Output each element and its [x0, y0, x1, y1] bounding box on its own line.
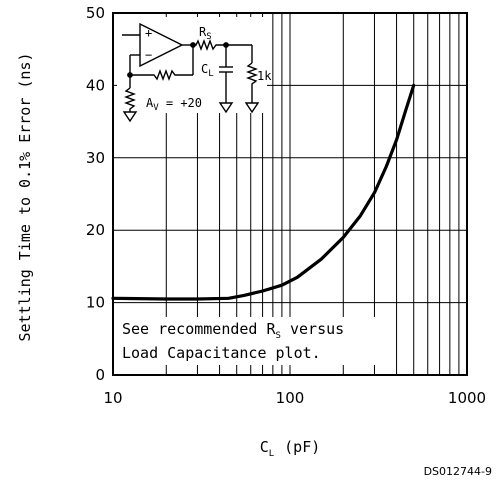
- rs-label: RS: [199, 25, 212, 42]
- y-tick-label: 50: [86, 4, 105, 22]
- x-tick-label: 100: [276, 389, 305, 407]
- y-tick-label: 0: [95, 366, 105, 384]
- inset-labels: + − RS CL 1k AV = +20: [145, 25, 272, 113]
- y-tick-label: 10: [86, 294, 105, 312]
- y-tick-label: 40: [86, 76, 105, 94]
- x-tick-label: 10: [103, 389, 122, 407]
- x-axis-label: CL (pF): [260, 438, 321, 459]
- opamp-plus: +: [145, 26, 152, 40]
- plot-frame: [112, 12, 468, 376]
- series-line: [111, 83, 416, 301]
- annotation-line-1: See recommended RS versus: [122, 320, 344, 341]
- ticks: 0 10 20 30 40 50 10 100 1000: [86, 4, 486, 407]
- annotation-box: [118, 317, 376, 365]
- x-tick-label: 1000: [448, 389, 486, 407]
- opamp-symbol: [139, 22, 184, 68]
- load-label: 1k: [257, 69, 272, 83]
- feedback-resistor: [130, 69, 193, 81]
- ground-resistor: [124, 87, 136, 112]
- y-tick-label: 30: [86, 149, 105, 167]
- figure-id: DS012744-9: [424, 465, 492, 478]
- annotation-line-2: Load Capacitance plot.: [122, 344, 321, 362]
- y-axis-label: Settling Time to 0.1% Error (ns): [16, 53, 34, 342]
- load-resistor: [246, 62, 258, 103]
- rs-resistor: [193, 39, 226, 51]
- y-tick-label: 20: [86, 221, 105, 239]
- inset-schematic: [117, 17, 267, 123]
- cl-label: CL: [201, 62, 214, 79]
- gain-label: AV = +20: [146, 96, 202, 113]
- opamp-minus: −: [145, 48, 152, 62]
